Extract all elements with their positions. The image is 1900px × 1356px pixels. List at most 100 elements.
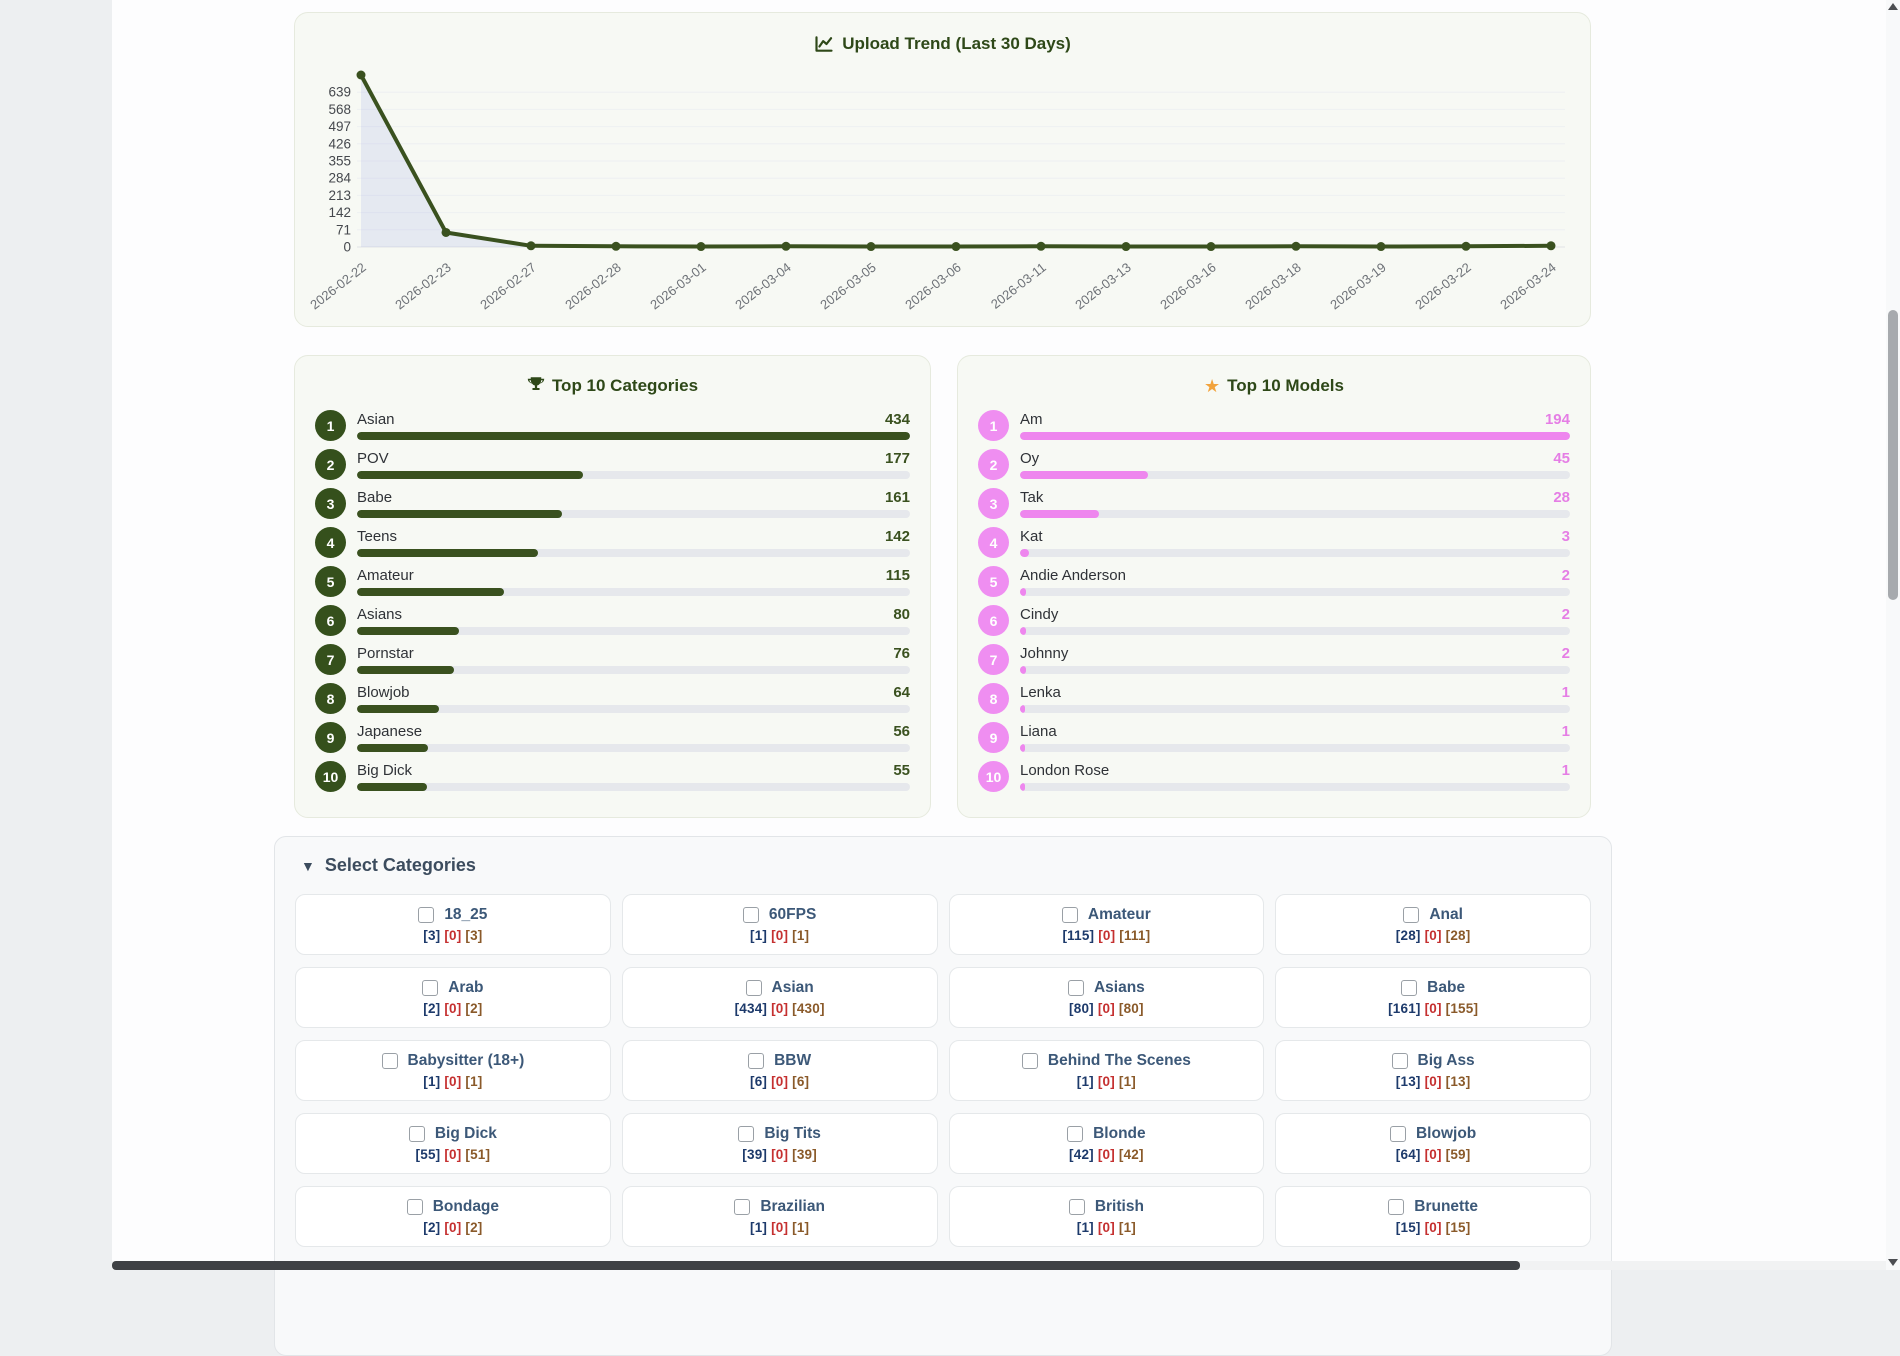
category-checkbox[interactable] xyxy=(748,1053,765,1069)
svg-text:2026-03-01: 2026-03-01 xyxy=(647,260,709,313)
category-checkbox[interactable] xyxy=(1391,1053,1408,1069)
svg-text:2026-03-19: 2026-03-19 xyxy=(1327,260,1389,313)
category-card[interactable]: 18_25 [3] [0] [3] xyxy=(295,894,611,955)
rank-row: 1 Am 194 xyxy=(978,410,1570,441)
svg-text:2026-03-06: 2026-03-06 xyxy=(902,260,964,313)
rank-row: 9 Japanese 56 xyxy=(315,722,910,753)
rank-value: 1 xyxy=(1561,684,1570,701)
scroll-up-arrow-icon[interactable] xyxy=(1888,3,1898,10)
category-card[interactable]: Big Dick [55] [0] [51] xyxy=(295,1113,611,1174)
upload-trend-chart: 639 568 497 426 355 284 213 142 71 0 2026-02-22 202… xyxy=(307,70,1565,313)
svg-text:639: 639 xyxy=(328,85,351,100)
rank-row: 5 Amateur 115 xyxy=(315,566,910,597)
category-grid: 18_25 [3] [0] [3] 60FPS [1] [0] [1] Amateur [… xyxy=(295,894,1591,1247)
category-card[interactable]: Brunette [15] [0] [15] xyxy=(1275,1186,1591,1247)
svg-text:2026-03-22: 2026-03-22 xyxy=(1412,260,1474,313)
category-label: Asian xyxy=(771,979,814,996)
category-checkbox[interactable] xyxy=(1388,1199,1405,1215)
category-card[interactable]: Bondage [2] [0] [2] xyxy=(295,1186,611,1247)
category-card[interactable]: Blowjob [64] [0] [59] xyxy=(1275,1113,1591,1174)
category-label: Big Ass xyxy=(1417,1052,1475,1069)
rank-value: 434 xyxy=(884,411,910,428)
category-counts: [2] [0] [2] xyxy=(423,1220,483,1235)
rank-row: 2 Oy 45 xyxy=(978,449,1570,480)
category-card[interactable]: Asians [80] [0] [80] xyxy=(948,967,1265,1028)
rank-label: Liana xyxy=(1020,723,1057,740)
rank-bar xyxy=(357,471,910,479)
rank-label: POV xyxy=(357,450,389,467)
category-label: 18_25 xyxy=(444,906,488,923)
category-label: Brunette xyxy=(1414,1198,1478,1215)
rank-label: Am xyxy=(1020,411,1043,428)
category-checkbox[interactable] xyxy=(1067,980,1084,996)
category-checkbox[interactable] xyxy=(1401,980,1418,996)
rank-bar xyxy=(357,549,910,557)
vertical-scrollbar-thumb[interactable] xyxy=(1888,310,1898,600)
category-checkbox[interactable] xyxy=(742,907,759,923)
category-checkbox[interactable] xyxy=(745,980,762,996)
category-card[interactable]: Asian [434] [0] [430] xyxy=(621,967,938,1028)
category-checkbox[interactable] xyxy=(738,1126,755,1142)
vertical-scrollbar[interactable] xyxy=(1886,0,1900,1270)
category-card[interactable]: Amateur [115] [0] [111] xyxy=(948,894,1265,955)
category-card[interactable]: British [1] [0] [1] xyxy=(948,1186,1265,1247)
category-checkbox[interactable] xyxy=(408,1126,425,1142)
horizontal-scrollbar-thumb[interactable] xyxy=(112,1261,1520,1270)
rank-row: 6 Asians 80 xyxy=(315,605,910,636)
category-checkbox[interactable] xyxy=(1067,1126,1084,1142)
category-counts: [1] [0] [1] xyxy=(1076,1074,1136,1089)
collapse-triangle-icon[interactable]: ▼ xyxy=(301,857,315,874)
rank-row: 5 Andie Anderson 2 xyxy=(978,566,1570,597)
category-card[interactable]: Babysitter (18+) [1] [0] [1] xyxy=(295,1040,611,1101)
top-models-card: ★ Top 10 Models 1 Am 194 2 Oy 45 3 Tak 28 4 Kat 3 5 A… xyxy=(957,355,1591,818)
rank-badge: 6 xyxy=(315,605,346,636)
svg-text:497: 497 xyxy=(328,119,351,134)
svg-text:426: 426 xyxy=(328,136,351,151)
top-models-list: 1 Am 194 2 Oy 45 3 Tak 28 4 Kat 3 5 Andie Anderson 2 6 C… xyxy=(978,410,1570,792)
rank-badge: 9 xyxy=(315,722,346,753)
category-card[interactable]: Brazilian [1] [0] [1] xyxy=(621,1186,938,1247)
rank-row: 2 POV 177 xyxy=(315,449,910,480)
select-categories-title: Select Categories xyxy=(324,855,476,875)
category-checkbox[interactable] xyxy=(1061,907,1078,923)
scroll-down-arrow-icon[interactable] xyxy=(1888,1259,1898,1266)
category-card[interactable]: Babe [161] [0] [155] xyxy=(1275,967,1591,1028)
category-card[interactable]: Big Tits [39] [0] [39] xyxy=(621,1113,938,1174)
category-checkbox[interactable] xyxy=(418,907,435,923)
select-categories-header[interactable]: ▼ Select Categories xyxy=(301,855,1591,876)
rank-value: 56 xyxy=(893,723,910,740)
rank-bar xyxy=(1020,549,1570,557)
rank-label: Oy xyxy=(1020,450,1040,467)
rank-value: 2 xyxy=(1561,606,1570,623)
category-card[interactable]: Arab [2] [0] [2] xyxy=(295,967,611,1028)
category-card[interactable]: Big Ass [13] [0] [13] xyxy=(1275,1040,1591,1101)
category-checkbox[interactable] xyxy=(1068,1199,1085,1215)
rank-row: 7 Pornstar 76 xyxy=(315,644,910,675)
rank-label: Andie Anderson xyxy=(1020,567,1126,584)
horizontal-scrollbar[interactable] xyxy=(112,1261,1886,1270)
category-card[interactable]: Behind The Scenes [1] [0] [1] xyxy=(948,1040,1265,1101)
category-checkbox[interactable] xyxy=(1403,907,1420,923)
category-card[interactable]: Anal [28] [0] [28] xyxy=(1275,894,1591,955)
category-card[interactable]: Blonde [42] [0] [42] xyxy=(948,1113,1265,1174)
rank-badge: 7 xyxy=(315,644,346,675)
rank-badge: 3 xyxy=(315,488,346,519)
category-label: Babysitter (18+) xyxy=(407,1052,525,1069)
category-card[interactable]: 60FPS [1] [0] [1] xyxy=(621,894,938,955)
category-card[interactable]: BBW [6] [0] [6] xyxy=(621,1040,938,1101)
svg-text:2026-03-18: 2026-03-18 xyxy=(1242,260,1304,313)
rank-label: Babe xyxy=(357,489,393,506)
rank-value: 76 xyxy=(893,645,910,662)
category-checkbox[interactable] xyxy=(406,1199,423,1215)
rank-bar xyxy=(357,666,910,674)
category-checkbox[interactable] xyxy=(381,1053,398,1069)
top-categories-list: 1 Asian 434 2 POV 177 3 Babe 161 4 Teens 142 5 Amateu… xyxy=(315,410,910,792)
category-checkbox[interactable] xyxy=(1021,1053,1038,1069)
category-checkbox[interactable] xyxy=(734,1199,751,1215)
rank-value: 64 xyxy=(893,684,910,701)
category-checkbox[interactable] xyxy=(422,980,439,996)
rank-badge: 9 xyxy=(978,722,1009,753)
category-checkbox[interactable] xyxy=(1389,1126,1406,1142)
category-counts: [39] [0] [39] xyxy=(742,1147,817,1162)
rank-badge: 5 xyxy=(978,566,1009,597)
